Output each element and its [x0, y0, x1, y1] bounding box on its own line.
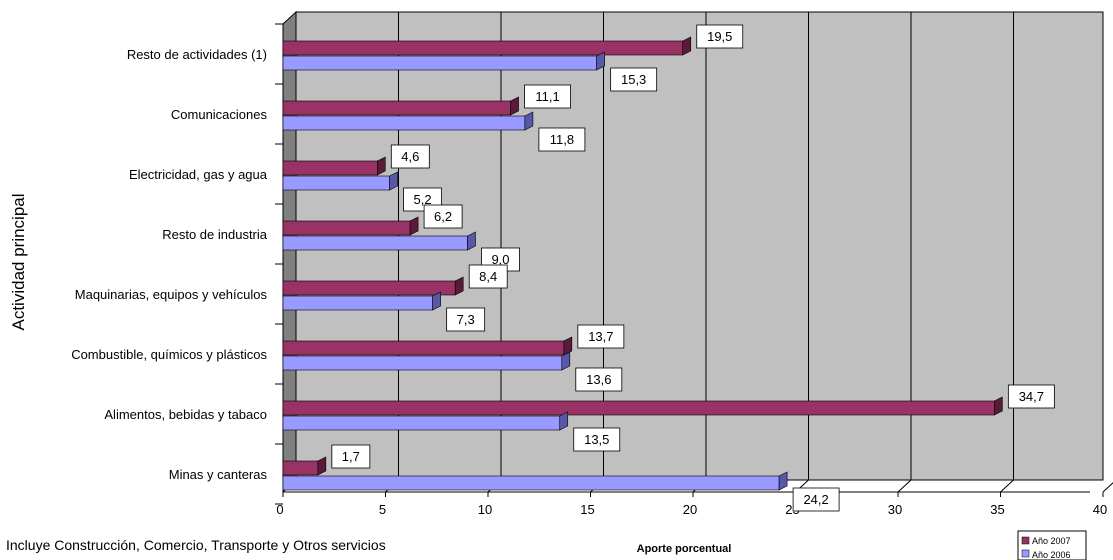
bar-2006-side [778, 471, 788, 491]
bar-2007-side [454, 276, 464, 296]
data-label-2006: 24,2 [803, 492, 828, 507]
data-label-2006: 9,0 [491, 252, 509, 267]
bar-2006 [282, 175, 390, 191]
data-label-2007-box [696, 24, 744, 49]
x-tick-label: 20 [683, 502, 697, 517]
category-label: Resto de actividades (1) [127, 47, 267, 62]
bar-2006-side [559, 411, 569, 431]
bar-2007 [282, 340, 565, 356]
data-label-2007: 4,6 [401, 149, 419, 164]
bar-2007-side [994, 396, 1003, 416]
bar-2006 [282, 235, 468, 251]
bar-2007-side [510, 96, 519, 116]
data-label-2007: 11,1 [535, 89, 559, 104]
data-label-2006-box [538, 127, 586, 152]
category-label: Maquinarias, equipos y vehículos [75, 287, 268, 302]
bar-2006-side [432, 291, 441, 311]
bars [282, 36, 1003, 491]
bar-2006 [282, 55, 597, 71]
legend: Año 2007 Año 2006 [1017, 530, 1087, 560]
category-label: Minas y canteras [169, 467, 268, 482]
data-label-2007-box [423, 204, 463, 229]
x-tick-label: 0 [276, 502, 283, 517]
bar-2007 [282, 160, 378, 176]
legend-box [1017, 530, 1087, 560]
bar-2007 [282, 40, 684, 56]
legend-swatch-2006 [1021, 549, 1030, 558]
category-label: Alimentos, bebidas y tabaco [104, 407, 267, 422]
data-label-2006: 13,6 [586, 372, 611, 387]
bar-2007-side [682, 36, 692, 56]
category-label: Comunicaciones [171, 107, 268, 122]
data-label-2007-box [390, 144, 430, 169]
data-label-2007: 1,7 [342, 449, 360, 464]
data-label-2007-box [577, 324, 625, 349]
x-tick-label: 35 [990, 502, 1004, 517]
category-label: Combustible, químicos y plásticos [71, 347, 267, 362]
bar-2007-side [409, 216, 419, 236]
bar-2007 [282, 400, 995, 416]
data-label-2006: 15,3 [621, 72, 646, 87]
gridline-foot [897, 479, 912, 493]
x-tick-label: 40 [1093, 502, 1107, 517]
bar-2006-side [596, 51, 605, 71]
data-label-2007-box [331, 444, 371, 469]
x-tick-label: 10 [478, 502, 492, 517]
bar-2006 [282, 295, 433, 311]
bar-2006-side [524, 111, 534, 131]
data-label-2006: 7,3 [457, 312, 475, 327]
bar-2007 [282, 460, 319, 476]
x-axis-title: Aporte porcentual [637, 543, 732, 555]
x-tick-label: 30 [888, 502, 902, 517]
category-label: Electricidad, gas y agua [129, 167, 268, 182]
bar-2006 [282, 415, 561, 431]
data-label-2006: 5,2 [414, 192, 432, 207]
data-label-2007: 8,4 [479, 269, 497, 284]
bar-2007 [282, 280, 456, 296]
legend-label-2007: Año 2007 [1032, 536, 1071, 546]
bar-2006-side [467, 231, 476, 251]
x-tick-label: 5 [379, 502, 386, 517]
axes: 0 5 10 15 20 25 30 35 40 [275, 23, 1107, 517]
data-label-2007: 34,7 [1019, 389, 1044, 404]
bar-2006-side [561, 351, 571, 371]
data-label-2007: 19,5 [707, 29, 732, 44]
legend-label-2006: Año 2006 [1032, 550, 1071, 560]
data-label-2007: 13,7 [588, 329, 613, 344]
gridline-foot [1000, 479, 1014, 493]
bar-2007 [282, 100, 511, 116]
bar-2007-side [563, 336, 573, 356]
data-label-2006-box [573, 427, 621, 452]
data-label-2007-box [524, 84, 571, 109]
x-tick-label: 15 [580, 502, 594, 517]
data-label-2006-box [792, 487, 840, 512]
data-label-2006: 13,5 [584, 432, 609, 447]
bar-2007-side [317, 456, 327, 476]
data-label-2007: 6,2 [434, 209, 452, 224]
gridline-foot [1102, 482, 1113, 493]
data-label-2007-box [1007, 384, 1055, 409]
data-label-2007-box [468, 264, 508, 289]
y-axis-title: Actividad principal [9, 193, 28, 330]
data-label-2006-box [446, 307, 486, 332]
bar-2007-side [376, 156, 386, 176]
footnote: Incluye Construcción, Comercio, Transpor… [6, 537, 386, 553]
data-label-2006-box [610, 67, 658, 92]
data-label-2006: 11,8 [550, 132, 574, 147]
bar-2007 [282, 220, 411, 236]
labels: Resto de actividades (1) 19,5 15,3 Comunica… [71, 24, 1055, 512]
data-label-2006-box [575, 367, 623, 392]
bar-2006 [282, 355, 563, 371]
category-label: Resto de industria [162, 227, 268, 242]
bar-2006-side [389, 171, 398, 191]
bar-2006 [282, 115, 526, 131]
bar-2006 [282, 475, 780, 491]
legend-swatch-2007 [1021, 536, 1030, 545]
